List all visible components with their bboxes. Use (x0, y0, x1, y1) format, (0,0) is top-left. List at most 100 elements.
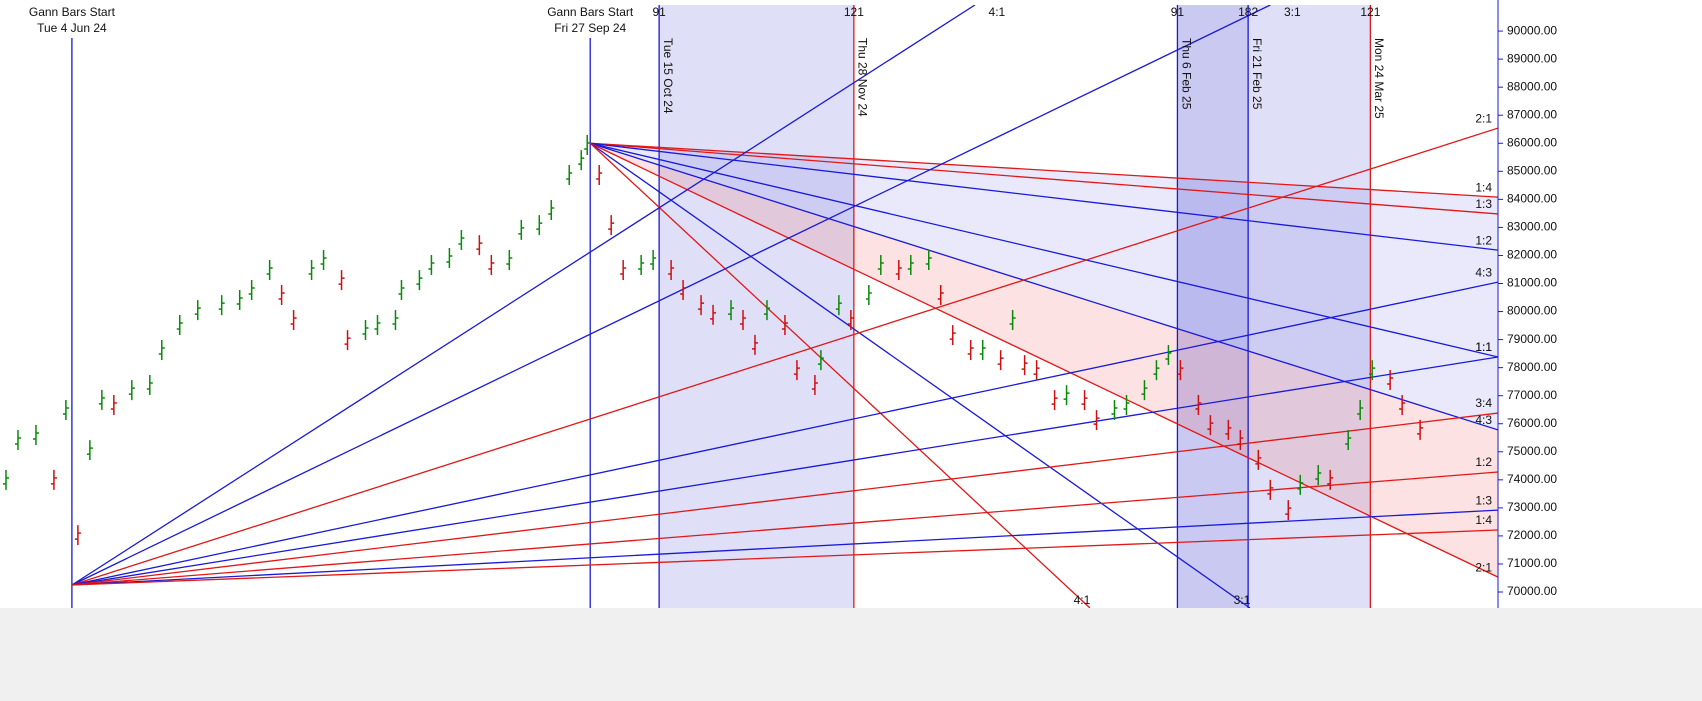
price-bar (1081, 390, 1088, 411)
price-bar (320, 249, 327, 270)
price-bar (308, 260, 315, 281)
price-bar (146, 375, 153, 396)
fan-label: 1:3 (1475, 493, 1492, 507)
y-tick-label: 84000.00 (1507, 192, 1557, 206)
price-bar (680, 279, 687, 300)
fan-label: 1:2 (1475, 233, 1492, 247)
price-bar (1345, 430, 1352, 451)
price-bar (1237, 430, 1244, 451)
price-bar (1369, 360, 1376, 381)
fan-line (71, 356, 1498, 586)
price-bar (1051, 390, 1058, 411)
price-bar (362, 320, 369, 341)
price-bar (128, 380, 135, 401)
cycle-count: 121 (1360, 5, 1380, 19)
price-bar (650, 249, 657, 270)
price-bar (506, 249, 513, 270)
gann-start-date: Fri 27 Sep 24 (554, 21, 626, 35)
price-bar (1165, 345, 1172, 366)
fan-line (71, 412, 1498, 586)
price-bar (1063, 385, 1070, 406)
fan-label: 4:3 (1475, 413, 1492, 427)
price-bar (638, 254, 645, 275)
price-bar (488, 254, 495, 275)
price-bar (86, 440, 93, 461)
price-bar (98, 389, 105, 410)
price-bar (817, 350, 824, 371)
price-bar (937, 285, 944, 306)
y-tick-label: 81000.00 (1507, 276, 1557, 290)
cycle-date: Tue 15 Oct 24 (661, 38, 675, 114)
price-bar (32, 424, 39, 445)
price-bar (1267, 479, 1274, 500)
y-tick-label: 79000.00 (1507, 332, 1557, 346)
price-bar (566, 164, 573, 185)
y-tick-label: 88000.00 (1507, 79, 1557, 93)
price-bar (668, 260, 675, 281)
price-bar (374, 315, 381, 336)
price-bar (1195, 394, 1202, 415)
price-bar (1153, 360, 1160, 381)
price-bar (979, 339, 986, 360)
price-bar (877, 254, 884, 275)
price-bar (740, 309, 747, 330)
price-bar (1123, 394, 1130, 415)
fan-label: 1:2 (1475, 455, 1492, 469)
price-bar (1225, 419, 1232, 440)
fan-line (71, 5, 976, 586)
price-bar (62, 399, 69, 420)
price-bar (925, 249, 932, 270)
y-tick-label: 71000.00 (1507, 556, 1557, 570)
y-tick-label: 82000.00 (1507, 248, 1557, 262)
price-bar (1177, 360, 1184, 381)
price-bar (578, 150, 585, 171)
price-bar (536, 215, 543, 236)
cycle-band (659, 5, 854, 608)
fan-label: 3:1 (1284, 5, 1301, 19)
plot-area (2, 5, 1498, 608)
fan-line (589, 142, 1251, 608)
y-tick-label: 78000.00 (1507, 360, 1557, 374)
price-bar (710, 304, 717, 325)
price-bar (1255, 449, 1262, 470)
fan-label: 1:1 (1475, 340, 1492, 354)
cycle-date: Fri 21 Feb 25 (1250, 38, 1264, 110)
y-tick-label: 74000.00 (1507, 472, 1557, 486)
price-bar (1141, 380, 1148, 401)
cycle-date: Thu 6 Feb 25 (1179, 38, 1193, 110)
y-tick-label: 75000.00 (1507, 444, 1557, 458)
price-bar (620, 260, 627, 281)
y-tick-label: 77000.00 (1507, 388, 1557, 402)
price-bar (266, 260, 273, 281)
price-bar (14, 430, 21, 451)
price-bar (344, 330, 351, 351)
price-bar (1327, 469, 1334, 490)
price-bar (1387, 369, 1394, 390)
cycle-date: Mon 24 Mar 25 (1372, 38, 1386, 119)
fan-line (590, 142, 1498, 358)
price-bar (110, 394, 117, 415)
price-bar (392, 309, 399, 330)
price-bar (1009, 309, 1016, 330)
price-bar (698, 295, 705, 316)
y-tick-label: 90000.00 (1507, 23, 1557, 37)
fan-line (590, 142, 1498, 251)
price-bar (895, 260, 902, 281)
price-bar (949, 325, 956, 346)
price-bar (74, 525, 81, 546)
price-bar (1285, 500, 1292, 521)
fan-label: 3:4 (1475, 396, 1492, 410)
price-bar (158, 339, 165, 360)
price-bar (290, 309, 297, 330)
price-bar (338, 270, 345, 291)
fan-label: 4:3 (1475, 265, 1492, 279)
price-bar (997, 350, 1004, 371)
price-bar (194, 300, 201, 321)
y-tick-label: 73000.00 (1507, 500, 1557, 514)
cycle-count: 121 (844, 5, 864, 19)
gann-start-title: Gann Bars Start (547, 5, 634, 19)
fan-label: 1:4 (1475, 180, 1492, 194)
y-tick-label: 86000.00 (1507, 135, 1557, 149)
price-bar (428, 254, 435, 275)
